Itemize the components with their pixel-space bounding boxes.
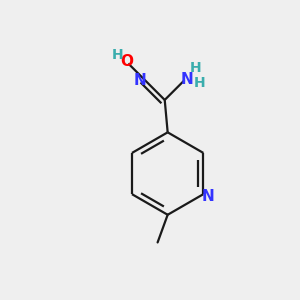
Text: H: H	[194, 76, 206, 90]
Text: N: N	[202, 189, 214, 204]
Text: N: N	[180, 72, 193, 87]
Text: N: N	[134, 73, 146, 88]
Text: H: H	[190, 61, 202, 75]
Text: H: H	[111, 48, 123, 62]
Text: O: O	[120, 54, 133, 69]
